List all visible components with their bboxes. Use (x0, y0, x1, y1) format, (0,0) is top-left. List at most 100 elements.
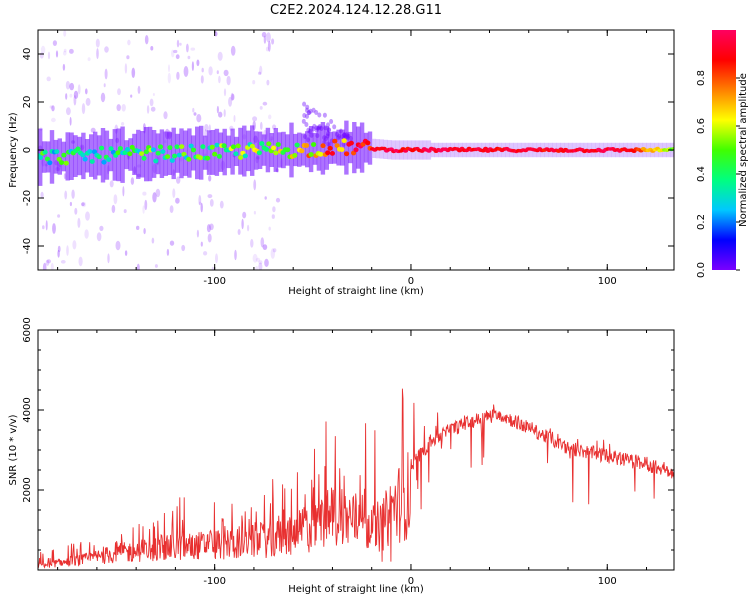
spectrogram-xtick-label: 100 (598, 276, 617, 287)
spectrum-band (289, 122, 294, 178)
snr-xlabel: Height of straight line (km) (288, 584, 424, 595)
colorbar-ticks: 0.0 0.2 0.4 0.6 0.8 (696, 70, 740, 278)
spectrum-band (191, 135, 196, 171)
spectrum-ridge-cell (38, 155, 43, 160)
spectrum-noise (116, 104, 121, 112)
spectrum-band (85, 139, 90, 173)
spectrum-ridge-cell (176, 152, 182, 158)
spectrum-noise (305, 107, 309, 113)
spectrum-band (234, 136, 239, 166)
spectrum-noise (190, 47, 196, 51)
spectrum-noise (264, 196, 267, 200)
spectrum-noise (63, 30, 67, 37)
spectrum-noise (260, 237, 265, 248)
spectrum-noise (69, 93, 73, 98)
spectrum-noise (305, 104, 310, 110)
spectrum-noise (193, 112, 197, 116)
spectrum-band (332, 131, 337, 164)
spectrum-noise (81, 202, 85, 206)
spectrum-noise (69, 201, 72, 207)
spectrum-noise (74, 207, 78, 215)
spectrum-noise (258, 262, 263, 270)
spectrum-noise (46, 259, 51, 264)
spectrum-ridge-cell (271, 145, 277, 151)
spectrum-band (41, 141, 47, 173)
spectrum-band (49, 130, 55, 184)
spectrum-band (293, 133, 298, 167)
spectrum-noise (137, 85, 141, 94)
spectrum-noise (173, 49, 178, 54)
spectrum-noise (42, 262, 47, 270)
spectrum-noise (104, 68, 108, 80)
spectrum-noise (124, 63, 128, 74)
spectrum-noise (149, 98, 154, 107)
spectrum-noise (57, 214, 61, 218)
spectrogram-ytick-label: -40 (22, 238, 33, 254)
spectrum-noise (268, 114, 272, 120)
spectrum-noise (322, 112, 327, 118)
spectrum-ridge-cell (42, 149, 48, 155)
spectrum-ridge-cell (80, 152, 86, 158)
spectrum-noise (211, 266, 214, 270)
spectrum-band (305, 131, 310, 168)
spectrum-noise (272, 206, 276, 213)
spectrum-ridge-cell (230, 144, 237, 150)
spectrum-ridge-cell (179, 144, 185, 150)
spectrum-noise (47, 51, 51, 60)
spectrum-ridge-cell (197, 155, 204, 161)
spectrum-noise (40, 191, 44, 199)
spectrum-ridge-cell (75, 146, 81, 152)
spectrum-noise (196, 114, 202, 123)
spectrum-ridge-cell (143, 149, 149, 155)
spectrum-noise (152, 93, 155, 96)
spectrum-noise (150, 106, 156, 112)
spectrum-ridge-cell (348, 140, 354, 146)
spectrum-band (250, 125, 255, 176)
spectrum-ridge-cell (311, 142, 317, 147)
spectrum-ridge-cell (332, 138, 338, 144)
colorbar-tick-label: 0.6 (696, 118, 707, 134)
spectrum-band (257, 131, 263, 169)
spectrum-noise (207, 194, 213, 199)
spectrum-noise (204, 129, 207, 138)
spectrum-ridge-cell (341, 138, 347, 144)
spectrum-ridge-cell (339, 147, 345, 153)
spectrum-ridge-cell (129, 144, 135, 150)
spectrum-band (210, 130, 216, 175)
spectrum-noise (252, 80, 256, 85)
spectrum-noise (175, 197, 180, 204)
spectrum-ridge-cell (47, 160, 53, 166)
spectrum-noise (143, 228, 146, 235)
spectrum-noise (267, 40, 271, 52)
spectrum-band (214, 128, 220, 176)
spectrum-noise (130, 94, 133, 98)
spectrum-noise (163, 111, 168, 120)
spectrum-noise (209, 223, 214, 231)
spectrum-ridge-cell (117, 146, 123, 151)
spectrum-ridge-cell (238, 155, 244, 160)
spectrum-ridge-cell (365, 140, 371, 146)
spectrum-noise (305, 113, 309, 119)
spectrum-ridge-cell (216, 154, 222, 159)
spectrum-ridge-cell (127, 151, 133, 157)
spectrum-noise (260, 121, 263, 130)
spectrum-noise (52, 40, 58, 46)
spectrum-noise (308, 108, 313, 114)
spectrum-noise (46, 76, 51, 82)
spectrum-band (674, 143, 678, 157)
spectrum-noise (85, 88, 88, 95)
spectrum-ridge-cell (329, 151, 335, 156)
spectrum-noise (136, 263, 140, 270)
snr-panel: -100 0 100 2000 4000 6000 Height of straight … (8, 317, 675, 595)
spectrum-noise (169, 240, 175, 246)
spectrum-ridge-cell (91, 149, 98, 155)
spectrogram-ticks: -100 0 100 -40 -20 0 20 40 (22, 30, 674, 287)
spectrum-band (273, 128, 278, 172)
spectrum-noise (51, 105, 55, 112)
spectrogram-xtick-label: -100 (203, 276, 226, 287)
spectrogram-panel: -100 0 100 -40 -20 0 20 40 Height of straight l… (8, 29, 678, 297)
colorbar-tick-label: 0.0 (696, 262, 707, 278)
spectrum-band (206, 130, 212, 175)
snr-ticks: -100 0 100 2000 4000 6000 (22, 317, 674, 587)
spectrum-band (187, 128, 192, 178)
